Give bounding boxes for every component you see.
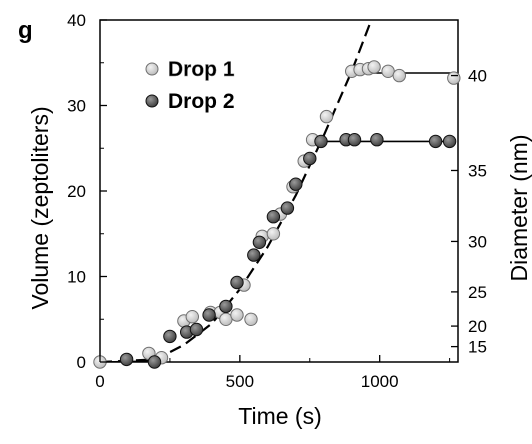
y-tick-label: 10 bbox=[67, 268, 86, 287]
y2-tick-label: 30 bbox=[468, 232, 487, 251]
x-ticks: 0 500 1000 bbox=[95, 355, 451, 391]
x-tick-label: 1000 bbox=[361, 372, 399, 391]
drop-1-point bbox=[367, 60, 381, 74]
x-tick-label: 0 bbox=[95, 372, 104, 391]
drop-2-point bbox=[266, 210, 281, 224]
drop-2-point bbox=[230, 275, 244, 290]
data-points bbox=[93, 60, 461, 369]
drop-2-point bbox=[370, 133, 384, 147]
legend-marker-drop-2 bbox=[145, 94, 159, 108]
drop-2-point bbox=[303, 151, 317, 166]
y2-axis-title: Diameter (nm) bbox=[506, 135, 532, 282]
y-ticks: 0 10 20 30 40 bbox=[67, 11, 107, 372]
drop-1-point bbox=[392, 68, 406, 83]
y2-tick-label: 40 bbox=[468, 67, 487, 86]
drop-2-point bbox=[289, 177, 303, 191]
y-tick-label: 40 bbox=[67, 11, 86, 30]
y-tick-label: 0 bbox=[77, 353, 86, 372]
drop-2-point bbox=[163, 329, 177, 344]
drop-1-point bbox=[266, 227, 281, 241]
drop-2-point bbox=[147, 355, 162, 369]
drop-2-point bbox=[247, 248, 261, 262]
y2-tick-label: 35 bbox=[468, 161, 487, 180]
legend-marker-drop-1 bbox=[145, 62, 159, 76]
y2-tick-label: 20 bbox=[468, 317, 487, 336]
drop-2-point bbox=[428, 134, 443, 149]
drop-2-point bbox=[347, 133, 362, 147]
legend-label-drop-2: Drop 2 bbox=[168, 90, 235, 113]
y2-tick-label: 25 bbox=[468, 283, 487, 302]
drop-1-point bbox=[447, 71, 461, 85]
drop-1-point bbox=[381, 64, 395, 79]
drop-2-point bbox=[189, 322, 204, 337]
drop-1-point bbox=[185, 310, 200, 324]
drop-1-point bbox=[244, 312, 258, 326]
drop-1-point bbox=[319, 109, 334, 124]
y2-tick-label: 15 bbox=[468, 338, 487, 357]
drop-2-point bbox=[202, 308, 216, 322]
y-axis-title: Volume (zeptoliters) bbox=[27, 106, 53, 309]
panel-label: g bbox=[18, 17, 33, 44]
y-tick-label: 20 bbox=[67, 182, 86, 201]
drop-2-point bbox=[252, 235, 267, 250]
drop-2-point bbox=[219, 299, 233, 314]
x-axis-title: Time (s) bbox=[238, 403, 321, 429]
y-tick-label: 30 bbox=[67, 97, 86, 116]
drop-2-point bbox=[119, 352, 134, 367]
drop-2-point bbox=[280, 201, 295, 215]
drop-1-point bbox=[219, 312, 233, 326]
legend-label-drop-1: Drop 1 bbox=[168, 58, 235, 81]
drop-2-point bbox=[314, 134, 328, 149]
drop-1-point bbox=[230, 308, 244, 322]
x-tick-label: 500 bbox=[226, 372, 254, 391]
y2-ticks: 15 20 25 30 35 40 bbox=[451, 67, 487, 357]
drop-2-point bbox=[442, 134, 457, 149]
legend: Drop 1 Drop 2 bbox=[145, 58, 235, 113]
